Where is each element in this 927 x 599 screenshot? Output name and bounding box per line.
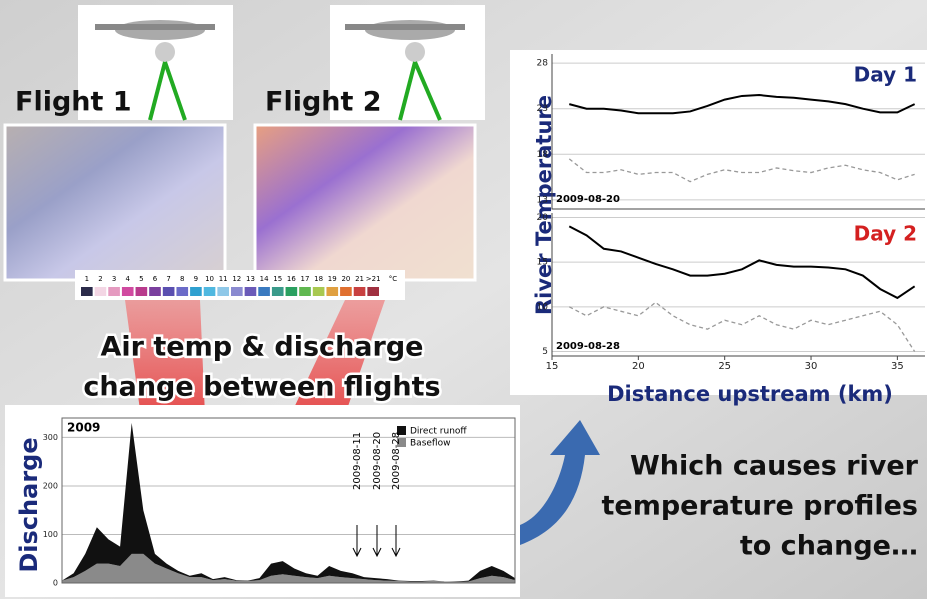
scale-swatch bbox=[367, 287, 379, 296]
scale-label: 9 bbox=[194, 275, 198, 283]
legend-label: Direct runoff bbox=[410, 427, 467, 437]
x-tick-label: 15 bbox=[546, 361, 559, 372]
scale-swatch bbox=[340, 287, 352, 296]
y-axis-label: Discharge bbox=[15, 437, 43, 572]
scale-swatch bbox=[313, 287, 325, 296]
scale-label: >21 bbox=[366, 275, 381, 283]
scale-label: 19 bbox=[328, 275, 337, 283]
scale-label: 14 bbox=[260, 275, 269, 283]
scale-label: 16 bbox=[287, 275, 296, 283]
scale-label: 5 bbox=[139, 275, 143, 283]
scale-swatch bbox=[149, 287, 161, 296]
scale-label: 8 bbox=[180, 275, 184, 283]
scale-label: 21 bbox=[355, 275, 364, 283]
scale-label: 12 bbox=[232, 275, 241, 283]
y-tick-label: 5 bbox=[542, 347, 548, 357]
thermal-image-1 bbox=[5, 125, 225, 280]
annotation: 2009-08-20 bbox=[372, 432, 383, 490]
scale-swatch bbox=[231, 287, 243, 296]
panel-label: Day 2 bbox=[854, 222, 917, 246]
panel-label: Day 1 bbox=[854, 63, 917, 87]
scale-swatch bbox=[245, 287, 257, 296]
scale-swatch bbox=[217, 287, 229, 296]
scale-unit: °C bbox=[389, 275, 398, 283]
scale-label: 7 bbox=[166, 275, 170, 283]
scale-swatch bbox=[204, 287, 216, 296]
scale-swatch bbox=[326, 287, 338, 296]
y-tick-label: 0 bbox=[53, 579, 58, 588]
x-axis-label: Distance upstream (km) bbox=[607, 382, 893, 406]
flight-label: Flight 1 bbox=[15, 87, 132, 118]
y-tick-label: 28 bbox=[537, 59, 549, 69]
scale-swatch bbox=[122, 287, 134, 296]
chart-title: 2009 bbox=[67, 421, 100, 435]
y-tick-label: 15 bbox=[537, 258, 548, 268]
scale-label: 1 bbox=[85, 275, 89, 283]
scale-swatch bbox=[108, 287, 120, 296]
annotation: 2009-08-28 bbox=[391, 432, 402, 490]
scale-swatch bbox=[354, 287, 366, 296]
flight-label: Flight 2 bbox=[265, 87, 382, 118]
conclusion: temperature profiles bbox=[601, 491, 918, 522]
scale-swatch bbox=[286, 287, 298, 296]
scale-swatch bbox=[272, 287, 284, 296]
scale-swatch bbox=[190, 287, 202, 296]
y-tick-label: 23 bbox=[537, 104, 548, 114]
y-tick-label: 10 bbox=[537, 302, 549, 312]
y-tick-label: 300 bbox=[43, 433, 58, 442]
y-tick-label: 100 bbox=[43, 530, 58, 539]
scale-swatch bbox=[81, 287, 93, 296]
scale-label: 13 bbox=[246, 275, 255, 283]
annotation: 2009-08-11 bbox=[352, 432, 363, 490]
date-label: 2009-08-20 bbox=[556, 194, 620, 205]
scale-swatch bbox=[176, 287, 188, 296]
conclusion: to change… bbox=[740, 531, 918, 562]
scale-label: 4 bbox=[125, 275, 130, 283]
scale-label: 10 bbox=[205, 275, 214, 283]
scale-swatch bbox=[299, 287, 311, 296]
middle-text: change between flights bbox=[83, 372, 440, 403]
y-tick-label: 200 bbox=[43, 481, 58, 490]
x-tick-label: 30 bbox=[805, 361, 818, 372]
x-tick-label: 35 bbox=[891, 361, 904, 372]
x-tick-label: 25 bbox=[718, 361, 731, 372]
scale-swatch bbox=[95, 287, 107, 296]
y-tick-label: 20 bbox=[537, 213, 549, 223]
conclusion: Which causes river bbox=[630, 451, 919, 482]
y-tick-label: 13 bbox=[537, 195, 548, 205]
date-label: 2009-08-28 bbox=[556, 341, 620, 352]
scale-label: 6 bbox=[153, 275, 158, 283]
legend-label: Baseflow bbox=[410, 439, 450, 449]
slide: Flight 1 Flight 2 Air temp & discharge c… bbox=[0, 0, 927, 599]
x-tick-label: 20 bbox=[632, 361, 645, 372]
scale-label: 11 bbox=[219, 275, 228, 283]
scale-label: 15 bbox=[273, 275, 282, 283]
scale-swatch bbox=[258, 287, 270, 296]
scale-swatch bbox=[136, 287, 148, 296]
scale-label: 17 bbox=[301, 275, 310, 283]
middle-text: Air temp & discharge bbox=[101, 332, 424, 363]
y-tick-label: 18 bbox=[537, 150, 549, 160]
scale-label: 3 bbox=[112, 275, 116, 283]
scale-swatch bbox=[163, 287, 175, 296]
scale-label: 20 bbox=[341, 275, 350, 283]
thermal-image-2 bbox=[255, 125, 475, 280]
scale-label: 2 bbox=[98, 275, 102, 283]
scale-label: 18 bbox=[314, 275, 323, 283]
